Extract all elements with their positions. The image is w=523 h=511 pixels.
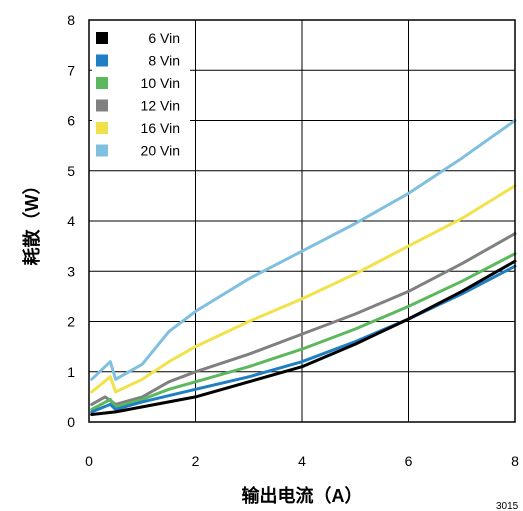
y-tick-label: 2 xyxy=(67,314,75,330)
y-tick-label: 7 xyxy=(67,62,75,78)
legend-swatch-20-vin xyxy=(96,144,108,157)
x-tick-label: 8 xyxy=(511,453,519,469)
y-tick-label: 4 xyxy=(67,213,75,229)
figure-code: 3015 xyxy=(496,501,519,511)
series-lines xyxy=(90,119,517,416)
y-tick-label: 1 xyxy=(67,364,75,380)
legend-background xyxy=(92,24,190,167)
legend-swatch-10-vin xyxy=(96,77,108,89)
legend-label-16-vin: 16 Vin xyxy=(141,120,180,136)
grid xyxy=(89,20,515,422)
legend-label-12-vin: 12 Vin xyxy=(141,98,180,114)
legend-swatch-12-vin xyxy=(96,99,108,112)
series-line-12-vin xyxy=(90,232,517,406)
legend-label-6-vin: 6 Vin xyxy=(148,30,180,46)
legend: 6 Vin 8 Vin 10 Vin 12 Vin 16 Vin 20 Vin xyxy=(96,30,180,159)
y-tick-labels: 0 1 2 3 4 5 6 7 8 xyxy=(67,12,75,430)
x-tick-labels: 0 2 4 6 8 xyxy=(85,453,519,469)
y-tick-label: 3 xyxy=(67,263,75,279)
y-tick-label: 5 xyxy=(67,163,75,179)
legend-swatch-6-vin xyxy=(96,32,108,44)
y-tick-label: 0 xyxy=(67,414,75,430)
x-tick-label: 6 xyxy=(405,453,413,469)
legend-label-20-vin: 20 Vin xyxy=(141,143,180,159)
series-line-10-vin xyxy=(90,252,517,411)
y-tick-label: 6 xyxy=(67,113,75,129)
legend-label-10-vin: 10 Vin xyxy=(141,75,180,91)
legend-label-8-vin: 8 Vin xyxy=(148,53,180,69)
y-axis-label: 耗散（W） xyxy=(21,177,42,266)
y-tick-label: 8 xyxy=(67,12,75,28)
plot-frame xyxy=(88,19,516,423)
x-tick-label: 0 xyxy=(85,453,93,469)
x-tick-label: 2 xyxy=(192,453,200,469)
x-tick-label: 4 xyxy=(298,453,306,469)
legend-swatch-8-vin xyxy=(96,54,108,67)
series-line-16-vin xyxy=(90,184,517,394)
series-line-6-vin xyxy=(90,259,517,416)
series-line-20-vin xyxy=(90,119,517,381)
legend-swatch-16-vin xyxy=(96,122,108,134)
x-axis-label: 输出电流（A） xyxy=(242,485,363,506)
